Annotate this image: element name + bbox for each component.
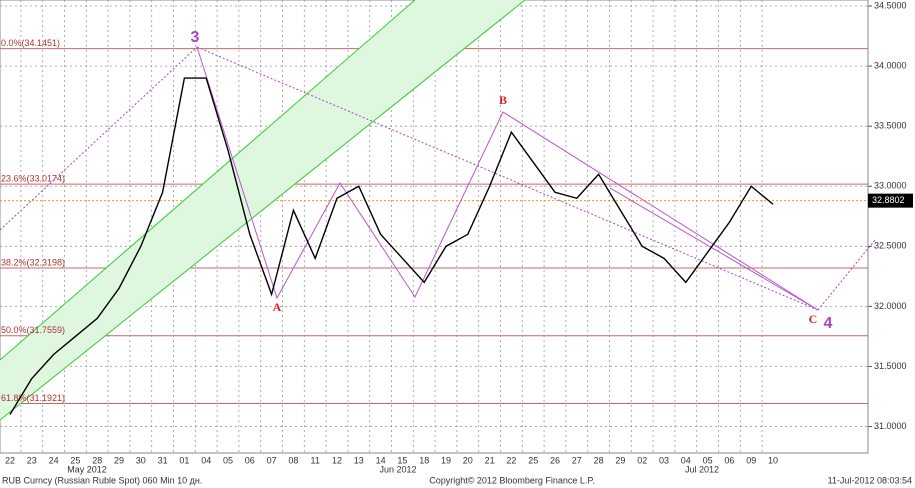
y-tick-label: 31.0000 bbox=[874, 421, 907, 431]
x-tick-label: 05 bbox=[703, 455, 713, 465]
wave-line bbox=[609, 187, 819, 311]
y-tick-label: 32.5000 bbox=[874, 241, 907, 251]
x-tick-label: 25 bbox=[70, 455, 80, 465]
y-tick-label: 33.5000 bbox=[874, 121, 907, 131]
x-tick-label: 24 bbox=[49, 455, 59, 465]
x-tick-label: 21 bbox=[485, 455, 495, 465]
fib-label: 50.0%(31.7559) bbox=[1, 325, 65, 335]
x-tick-label: 29 bbox=[615, 455, 625, 465]
y-tick-label: 32.0000 bbox=[874, 301, 907, 311]
y-tick-label: 34.0000 bbox=[874, 60, 907, 70]
channel-line bbox=[0, 0, 416, 361]
annotation: C bbox=[809, 312, 818, 326]
x-tick-label: 26 bbox=[550, 455, 560, 465]
x-tick-label: 13 bbox=[354, 455, 364, 465]
x-tick-label: 23 bbox=[27, 455, 37, 465]
x-tick-label: 11 bbox=[311, 455, 320, 465]
footer-left: RUB Curncy (Russian Ruble Spot) 060 Min … bbox=[2, 475, 202, 485]
trend-line bbox=[0, 46, 198, 231]
trend-line bbox=[817, 239, 876, 311]
x-tick-label: 27 bbox=[572, 455, 582, 465]
trend-line bbox=[196, 46, 819, 311]
x-tick-label: 03 bbox=[659, 455, 669, 465]
x-tick-label: 22 bbox=[506, 455, 516, 465]
x-tick-label: 09 bbox=[746, 455, 756, 465]
y-tick-label: 33.0000 bbox=[874, 181, 907, 191]
x-tick-label: 08 bbox=[288, 455, 298, 465]
x-tick-label: 02 bbox=[637, 455, 647, 465]
x-tick-label: 19 bbox=[441, 455, 451, 465]
x-tick-label: 04 bbox=[201, 455, 211, 465]
x-tick-label: 28 bbox=[594, 455, 604, 465]
footer-center: Copyright© 2012 Bloomberg Finance L.P. bbox=[429, 475, 595, 485]
annotation: B bbox=[499, 93, 507, 107]
channel-line bbox=[0, 0, 526, 421]
x-tick-label: 15 bbox=[397, 455, 407, 465]
x-tick-label: 01 bbox=[179, 455, 189, 465]
annotation: 4 bbox=[824, 315, 833, 332]
month-label: May 2012 bbox=[67, 464, 107, 474]
x-tick-label: 10 bbox=[768, 455, 778, 465]
fib-label: 23.6%(33.0174) bbox=[1, 174, 65, 184]
x-tick-label: 18 bbox=[419, 455, 429, 465]
wave-line bbox=[196, 46, 819, 311]
fib-label: 38.2%(32.3198) bbox=[1, 257, 65, 267]
y-tick-label: 31.5000 bbox=[874, 361, 907, 371]
footer-right: 11-Jul-2012 08:03:54 bbox=[828, 475, 912, 485]
x-tick-label: 06 bbox=[245, 455, 255, 465]
x-tick-label: 07 bbox=[267, 455, 277, 465]
x-tick-label: 04 bbox=[681, 455, 691, 465]
x-tick-label: 12 bbox=[332, 455, 342, 465]
last-price-box bbox=[868, 193, 913, 208]
month-label: Jun 2012 bbox=[379, 464, 416, 474]
y-tick-label: 34.5000 bbox=[874, 0, 907, 10]
annotation: A bbox=[273, 300, 282, 314]
fib-label: 0.0%(34.1451) bbox=[1, 38, 60, 48]
fib-label: 61.8%(31.1921) bbox=[1, 393, 65, 403]
x-tick-label: 29 bbox=[114, 455, 124, 465]
x-tick-label: 06 bbox=[724, 455, 734, 465]
x-tick-label: 22 bbox=[5, 455, 15, 465]
month-label: Jul 2012 bbox=[685, 464, 719, 474]
x-tick-label: 05 bbox=[223, 455, 233, 465]
x-tick-label: 30 bbox=[136, 455, 146, 465]
x-tick-label: 25 bbox=[528, 455, 538, 465]
last-price-label: 32.8802 bbox=[872, 195, 905, 205]
x-tick-label: 20 bbox=[463, 455, 473, 465]
x-tick-label: 28 bbox=[92, 455, 102, 465]
annotation: 3 bbox=[191, 29, 200, 46]
x-tick-label: 31 bbox=[158, 455, 168, 465]
price-line bbox=[9, 77, 774, 415]
plot-area bbox=[0, 0, 869, 454]
x-tick-label: 14 bbox=[376, 455, 386, 465]
